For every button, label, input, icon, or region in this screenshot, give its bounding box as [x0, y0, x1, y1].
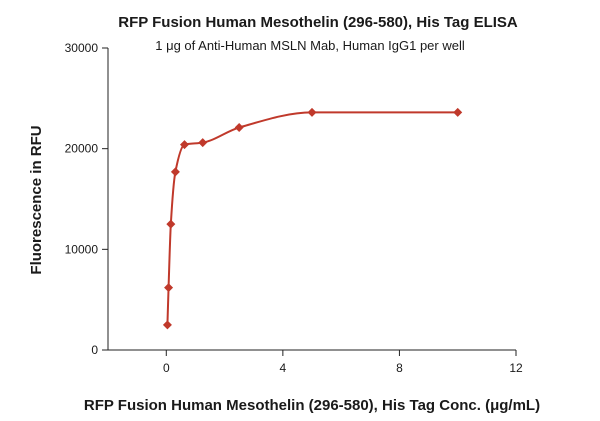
data-point	[180, 140, 189, 150]
axes	[107, 48, 516, 351]
x-axis-label: RFP Fusion Human Mesothelin (296-580), H…	[84, 397, 540, 414]
y-tick-label: 20000	[65, 142, 99, 156]
y-ticks: 0 10000 20000 30000	[65, 41, 108, 357]
x-tick-label: 0	[163, 361, 170, 375]
x-tick-label: 4	[280, 361, 287, 375]
data-point	[453, 107, 463, 117]
x-ticks: 0 4 8 12	[163, 350, 523, 375]
data-point	[234, 123, 244, 133]
y-axis-label: Fluorescence in RFU	[28, 125, 45, 274]
data-point	[198, 138, 208, 148]
chart-title: RFP Fusion Human Mesothelin (296-580), H…	[118, 14, 518, 31]
x-tick-label: 12	[509, 361, 523, 375]
y-tick-label: 30000	[65, 41, 99, 55]
data-point	[307, 107, 317, 117]
y-tick-label: 10000	[65, 242, 99, 256]
x-tick-label: 8	[396, 361, 403, 375]
chart-subtitle: 1 μg of Anti-Human MSLN Mab, Human IgG1 …	[155, 38, 465, 53]
data-point	[166, 219, 176, 229]
y-tick-label: 0	[91, 343, 98, 357]
data-point	[170, 167, 180, 177]
fit-curve	[166, 111, 458, 325]
data-points	[162, 107, 463, 330]
data-point	[164, 283, 174, 293]
data-point	[162, 320, 172, 330]
